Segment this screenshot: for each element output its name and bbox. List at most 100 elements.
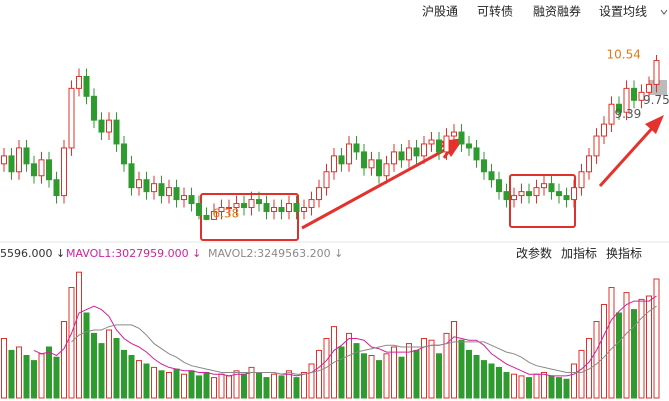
volume-bar xyxy=(623,292,630,399)
volume-bar xyxy=(16,346,22,399)
candle-body xyxy=(578,171,585,189)
candle-body xyxy=(181,195,187,201)
volume-bar xyxy=(496,366,502,399)
candle-body xyxy=(473,147,480,161)
candle-body xyxy=(226,207,232,210)
volume-bar xyxy=(248,366,255,399)
volume-bar xyxy=(83,312,90,399)
candle-body xyxy=(428,139,435,145)
volume-bar xyxy=(383,353,390,399)
volume-bar xyxy=(503,372,510,399)
candle-body xyxy=(481,159,487,173)
candle-body xyxy=(391,151,397,165)
candle-body xyxy=(293,203,300,212)
candle-body xyxy=(653,60,660,85)
volume-bar xyxy=(526,377,532,399)
volume-bar xyxy=(398,356,405,399)
indicator-button[interactable]: 改参数 xyxy=(516,246,552,261)
dropdown-icon[interactable] xyxy=(660,9,668,15)
volume-bar xyxy=(23,355,30,399)
candle-body xyxy=(346,143,352,165)
candle-body xyxy=(376,159,382,177)
volume-bar xyxy=(293,377,300,399)
candle-body xyxy=(308,199,315,209)
candle-body xyxy=(368,159,375,169)
candle-body xyxy=(338,155,345,165)
candle-body xyxy=(421,143,427,157)
moving-average-line xyxy=(71,305,657,375)
candle-body xyxy=(38,159,45,177)
candle-body xyxy=(53,179,60,197)
arrow-head xyxy=(645,115,664,134)
candle-body xyxy=(31,163,37,177)
toolbar-button[interactable]: 融资融券 xyxy=(533,4,581,19)
candle-body xyxy=(413,147,420,157)
volume-bar xyxy=(256,372,262,399)
volume-bar xyxy=(8,349,15,399)
toolbar-button[interactable]: 可转债 xyxy=(477,4,513,19)
candle-body xyxy=(143,179,150,193)
volume-label: 5596.000 ↓ xyxy=(0,247,65,260)
volume-bar xyxy=(1,338,7,399)
candle-body xyxy=(68,87,75,149)
candle-body xyxy=(1,155,7,165)
volume-bar xyxy=(278,375,285,399)
indicator-button[interactable]: 加指标 xyxy=(561,246,597,261)
volume-bar xyxy=(578,349,585,399)
candle-body xyxy=(353,143,360,153)
indicator-button[interactable]: 换指标 xyxy=(606,246,642,261)
volume-bar xyxy=(368,355,375,399)
volume-bar xyxy=(616,312,622,399)
volume-bar xyxy=(166,372,172,399)
candle-body xyxy=(256,199,262,205)
candle-body xyxy=(466,143,472,149)
candle-body xyxy=(203,214,210,220)
volume-bar xyxy=(136,360,142,399)
volume-bar xyxy=(338,346,345,399)
candle-body xyxy=(233,203,240,209)
volume-bar xyxy=(601,304,607,399)
candle-body xyxy=(488,171,495,181)
volume-bar xyxy=(181,373,187,399)
candle-body xyxy=(563,195,570,201)
toolbar-button[interactable]: 设置均线 xyxy=(599,5,647,19)
price-annotation: 9.75 xyxy=(643,93,669,107)
candle-body xyxy=(638,91,645,101)
volume-bar xyxy=(413,349,420,399)
candle-body xyxy=(263,203,270,212)
candle-body xyxy=(136,179,142,189)
volume-bar xyxy=(608,287,615,399)
volume-bar xyxy=(586,338,592,399)
candle-body xyxy=(571,187,577,201)
volume-bar xyxy=(53,356,60,399)
candle-body xyxy=(383,163,390,177)
toolbar-button[interactable]: 沪股通 xyxy=(422,5,458,19)
candle-body xyxy=(151,183,157,193)
candle-body xyxy=(166,187,172,197)
volume-bar xyxy=(428,339,435,399)
volume-bar xyxy=(263,377,270,399)
volume-bar xyxy=(511,373,517,399)
volume-bar xyxy=(638,298,645,399)
volume-bar xyxy=(61,321,67,399)
volume-bar xyxy=(203,372,210,399)
volume-bar xyxy=(653,278,660,399)
candle-body xyxy=(61,147,67,197)
candle-body xyxy=(128,163,135,189)
candle-body xyxy=(443,135,450,153)
candle-body xyxy=(323,171,330,189)
volume-bar xyxy=(473,355,480,399)
candle-body xyxy=(398,151,405,161)
highlight-box xyxy=(509,174,576,228)
volume-bar xyxy=(466,349,472,399)
volume-bar xyxy=(218,373,225,399)
volume-bar xyxy=(346,332,352,399)
volume-bar xyxy=(241,373,247,399)
volume-bar xyxy=(173,368,180,399)
volume-bar xyxy=(436,353,442,399)
volume-bar xyxy=(31,360,37,399)
candle-body xyxy=(248,199,255,209)
candle-body xyxy=(631,87,637,101)
volume-bar xyxy=(406,343,412,399)
